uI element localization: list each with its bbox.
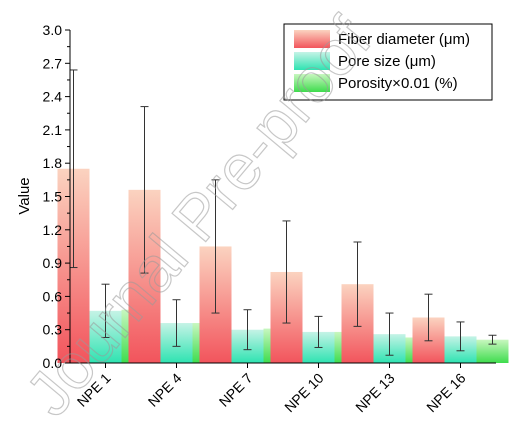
y-tick-label: 0.0: [43, 355, 63, 371]
x-tick-label: NPE 4: [145, 370, 185, 410]
y-tick-label: 1.5: [43, 189, 63, 205]
legend-label: Porosity×0.01 (%): [338, 75, 458, 92]
legend-swatch: [294, 52, 330, 70]
y-tick-label: 0.9: [43, 255, 63, 271]
y-tick-label: 2.1: [43, 122, 63, 138]
y-tick-label: 0.3: [43, 322, 63, 338]
x-ticks: NPE 1 NPE 4 NPE 7 NPE 10 NPE 13 NPE 16: [74, 363, 469, 415]
x-tick-label: NPE 10: [281, 370, 327, 416]
y-ticks: 0.0 0.3 0.6 0.9 1.2 1.5 1.8 2.1 2.4 2.7 3.0: [43, 22, 70, 371]
y-tick-label: 0.6: [43, 288, 63, 304]
legend-label: Pore size (μm): [338, 53, 436, 70]
y-tick-label: 2.4: [43, 89, 63, 105]
legend-swatch: [294, 30, 330, 48]
x-tick-label: NPE 16: [423, 370, 469, 416]
y-axis-title: Value: [16, 177, 33, 214]
y-tick-label: 1.2: [43, 222, 63, 238]
bar: [476, 339, 509, 363]
bars-layer: [57, 69, 509, 363]
legend-label: Fiber diameter (μm): [338, 31, 470, 48]
legend-swatch: [294, 74, 330, 92]
x-tick-label: NPE 13: [352, 370, 398, 416]
y-tick-label: 2.7: [43, 55, 63, 71]
x-tick-label: NPE 7: [216, 370, 256, 410]
legend: Fiber diameter (μm) Pore size (μm) Porosit…: [283, 23, 493, 101]
y-tick-label: 1.8: [43, 155, 63, 171]
y-tick-label: 3.0: [43, 22, 63, 38]
